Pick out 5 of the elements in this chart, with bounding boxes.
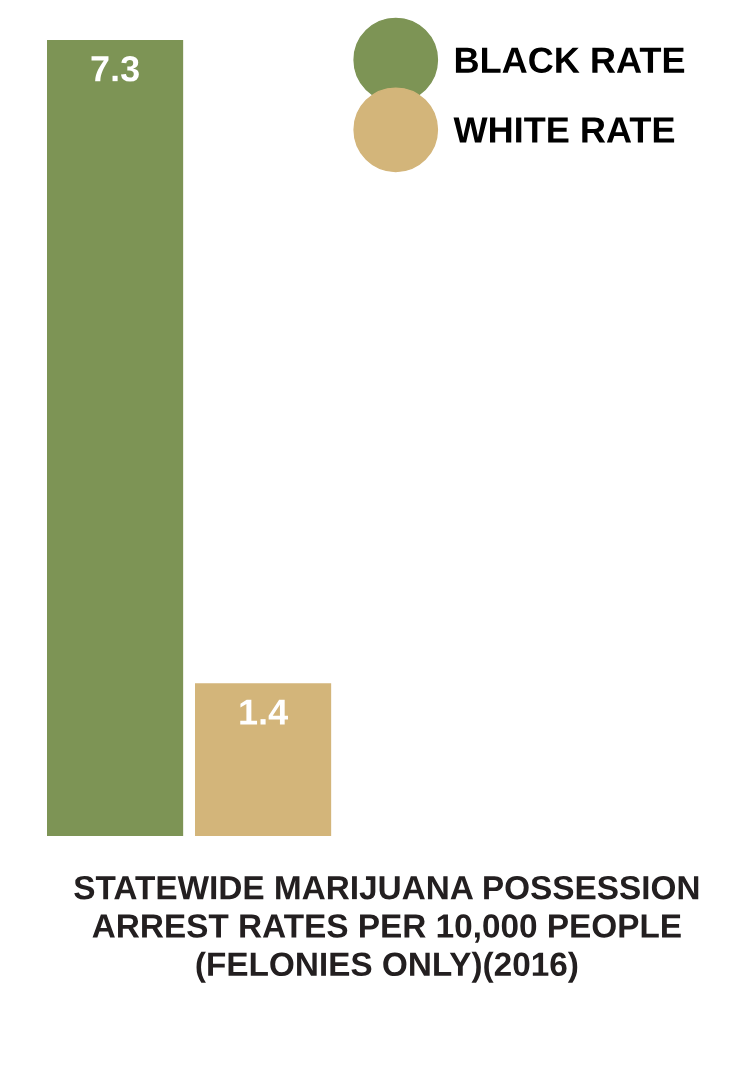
data-label: 1.4 bbox=[240, 699, 288, 725]
text: STATEWIDE MARIJUANA POSSESSION ARREST RATES PER 10,000 PEOPLE (FELONIES ONLY)(2016) bbox=[74, 875, 699, 983]
legend-label: BLACK RATE bbox=[455, 47, 685, 74]
data-label: 7.3 bbox=[91, 55, 139, 82]
legend-label: WHITE RATE bbox=[453, 117, 675, 143]
